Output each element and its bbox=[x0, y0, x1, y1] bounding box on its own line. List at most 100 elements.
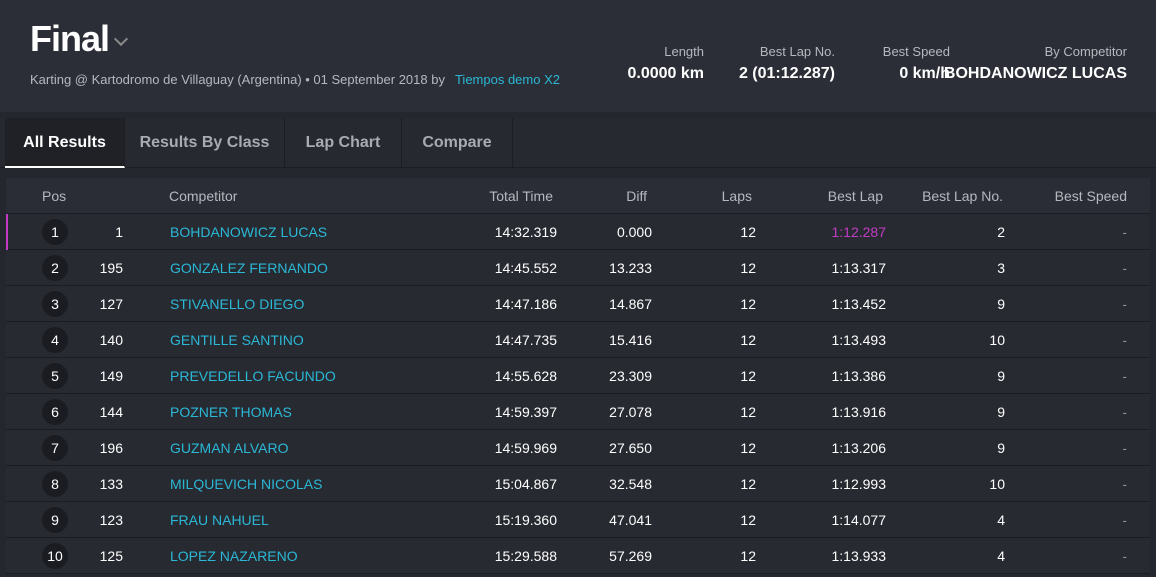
cell: - bbox=[1122, 548, 1127, 564]
competitor-link[interactable]: GONZALEZ FERNANDO bbox=[170, 260, 328, 276]
column-header: Best Lap No. bbox=[922, 188, 1003, 204]
cell: 140 bbox=[99, 332, 123, 348]
cell: 12 bbox=[740, 368, 756, 384]
column-header: Laps bbox=[721, 188, 752, 204]
cell: 12 bbox=[740, 404, 756, 420]
tab[interactable]: Lap Chart bbox=[285, 118, 402, 168]
cell: - bbox=[1122, 368, 1127, 384]
cell: 10 bbox=[989, 476, 1005, 492]
position: 3 bbox=[42, 291, 68, 317]
result-row: 3 127 STIVANELLO DIEGO 14:47.186 14.867 12 1:1… bbox=[6, 286, 1150, 322]
position: 8 bbox=[42, 471, 68, 497]
cell: 1:13.317 bbox=[831, 260, 887, 276]
result-row: 6 144 POZNER THOMAS 14:59.397 27.078 12 1:13.9… bbox=[6, 394, 1150, 430]
cell: - bbox=[1122, 224, 1127, 240]
cell: 4 bbox=[997, 548, 1005, 564]
cell: 15:29.588 bbox=[494, 548, 557, 564]
tab[interactable]: Compare bbox=[402, 118, 513, 168]
stat: Length 0.0000 km bbox=[627, 44, 704, 83]
cell: 125 bbox=[99, 548, 123, 564]
competitor-link[interactable]: GENTILLE SANTINO bbox=[170, 332, 304, 348]
competitor-link[interactable]: LOPEZ NAZARENO bbox=[170, 548, 298, 564]
cell: - bbox=[1122, 440, 1127, 456]
result-row: 7 196 GUZMAN ALVARO 14:59.969 27.650 12 1:13.2… bbox=[6, 430, 1150, 466]
cell: 27.650 bbox=[609, 440, 652, 456]
cell: 3 bbox=[997, 260, 1005, 276]
cell: 1:13.933 bbox=[831, 548, 887, 564]
position: 6 bbox=[42, 399, 68, 425]
subtitle-text: Karting @ Kartodromo de Villaguay (Argen… bbox=[30, 72, 445, 87]
cell: 15:04.867 bbox=[494, 476, 557, 492]
column-header: Competitor bbox=[169, 188, 238, 204]
organizer-link[interactable]: Tiempos demo X2 bbox=[454, 72, 560, 87]
leader-marker bbox=[6, 214, 8, 250]
stat-label: By Competitor bbox=[1044, 44, 1127, 59]
cell: 14:47.735 bbox=[494, 332, 557, 348]
result-row: 1 1 BOHDANOWICZ LUCAS 14:32.319 0.000 12 1:12.… bbox=[6, 214, 1150, 250]
cell: 1:13.493 bbox=[831, 332, 887, 348]
stat-label: Best Lap No. bbox=[759, 44, 835, 59]
competitor-link[interactable]: POZNER THOMAS bbox=[170, 404, 292, 420]
cell: - bbox=[1122, 260, 1127, 276]
cell: 1 bbox=[115, 224, 123, 240]
cell: 133 bbox=[99, 476, 123, 492]
cell: 0.000 bbox=[616, 224, 652, 240]
cell: 127 bbox=[99, 296, 123, 312]
cell: 12 bbox=[740, 548, 756, 564]
cell: 14:59.969 bbox=[494, 440, 557, 456]
cell: 1:13.916 bbox=[831, 404, 887, 420]
result-row: 5 149 PREVEDELLO FACUNDO 14:55.628 23.309 12 1… bbox=[6, 358, 1150, 394]
cell: 144 bbox=[99, 404, 123, 420]
result-row: 10 125 LOPEZ NAZARENO 15:29.588 57.269 12 1:13… bbox=[6, 538, 1150, 574]
cell: - bbox=[1122, 512, 1127, 528]
stat: Best Lap No. 2 (01:12.287) bbox=[739, 44, 835, 83]
competitor-link[interactable]: STIVANELLO DIEGO bbox=[170, 296, 305, 312]
cell: 12 bbox=[740, 296, 756, 312]
cell: 2 bbox=[997, 224, 1005, 240]
cell: 1:13.452 bbox=[831, 296, 887, 312]
column-header: Diff bbox=[626, 188, 647, 204]
position: 2 bbox=[42, 255, 68, 281]
competitor-link[interactable]: MILQUEVICH NICOLAS bbox=[170, 476, 323, 492]
header-row: Pos Competitor Total Time Diff Laps Best Lap B… bbox=[6, 178, 1150, 214]
cell: - bbox=[1122, 296, 1127, 312]
competitor-link[interactable]: FRAU NAHUEL bbox=[170, 512, 269, 528]
competitor-link[interactable]: PREVEDELLO FACUNDO bbox=[170, 368, 336, 384]
cell: 196 bbox=[99, 440, 123, 456]
stat-value: BOHDANOWICZ LUCAS bbox=[943, 65, 1127, 82]
dropdown-icon[interactable] bbox=[113, 31, 129, 47]
cell: 13.233 bbox=[609, 260, 652, 276]
cell: 12 bbox=[740, 512, 756, 528]
position: 7 bbox=[42, 435, 68, 461]
cell: - bbox=[1122, 332, 1127, 348]
result-row: 9 123 FRAU NAHUEL 15:19.360 47.041 12 1:14.077… bbox=[6, 502, 1150, 538]
column-header: Pos bbox=[42, 188, 67, 204]
column-header: Best Speed bbox=[1054, 188, 1127, 204]
subtitle: Karting @ Kartodromo de Villaguay (Argen… bbox=[30, 70, 560, 89]
competitor-link[interactable]: BOHDANOWICZ LUCAS bbox=[170, 224, 328, 240]
competitor-link[interactable]: GUZMAN ALVARO bbox=[170, 440, 289, 456]
cell: 9 bbox=[997, 440, 1005, 456]
cell: 32.548 bbox=[609, 476, 652, 492]
tab[interactable]: All Results bbox=[5, 118, 125, 168]
result-row: 8 133 MILQUEVICH NICOLAS 15:04.867 32.548 12 1… bbox=[6, 466, 1150, 502]
cell: 27.078 bbox=[609, 404, 652, 420]
header: Final Karting @ Kartodromo de Villaguay … bbox=[0, 0, 1156, 112]
cell: 9 bbox=[997, 296, 1005, 312]
cell: 1:12.993 bbox=[831, 476, 887, 492]
cell: 149 bbox=[99, 368, 123, 384]
tab[interactable]: Results By Class bbox=[125, 118, 285, 168]
position: 9 bbox=[42, 507, 68, 533]
cell: 14:45.552 bbox=[494, 260, 557, 276]
cell: 1:12.287 bbox=[831, 224, 887, 240]
cell: 123 bbox=[99, 512, 123, 528]
stat-label: Best Speed bbox=[882, 44, 950, 59]
cell: 1:14.077 bbox=[831, 512, 887, 528]
cell: 14:47.186 bbox=[494, 296, 557, 312]
cell: 47.041 bbox=[609, 512, 652, 528]
stat-label: Length bbox=[664, 44, 704, 59]
cell: 4 bbox=[997, 512, 1005, 528]
cell: 14:55.628 bbox=[494, 368, 557, 384]
cell: 12 bbox=[740, 260, 756, 276]
